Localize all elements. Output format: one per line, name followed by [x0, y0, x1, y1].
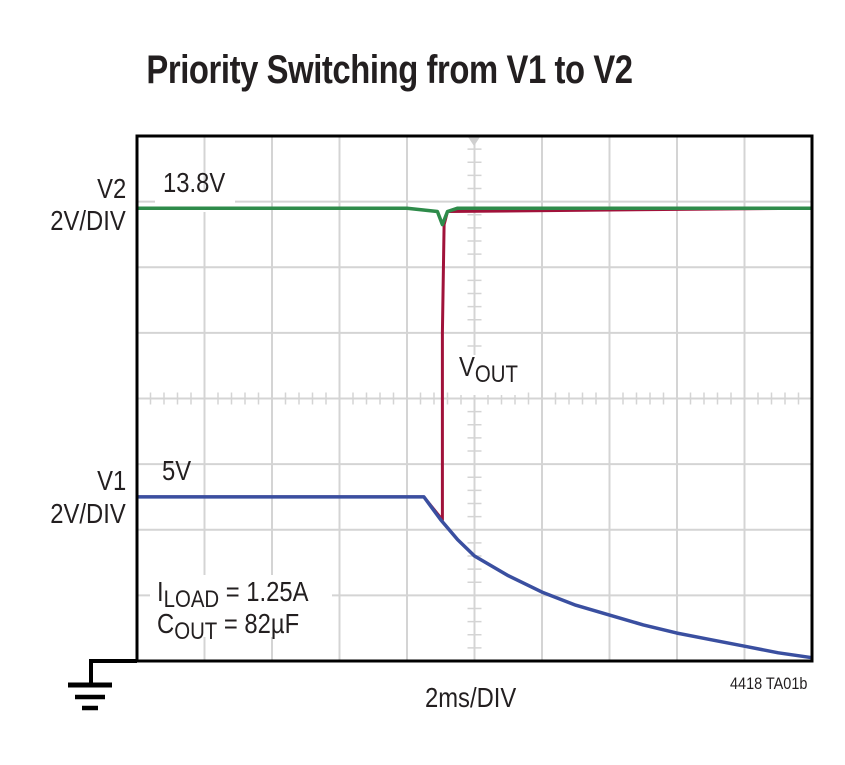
ground-icon — [68, 659, 137, 711]
iload-condition: ILOAD = 1.25A — [157, 576, 309, 614]
grid — [137, 136, 812, 661]
v2-scale-label: 2V/DIV — [50, 205, 126, 236]
v2-trace — [137, 206, 812, 227]
v1-level-label: 5V — [162, 455, 192, 486]
plot-frame — [135, 134, 814, 663]
v2-channel-label: V2 — [96, 173, 126, 204]
v1-channel-label: V1 — [96, 465, 126, 496]
x-axis-label: 2ms/DIV — [425, 682, 517, 713]
v1-trace — [137, 495, 813, 660]
trigger-marker-icon — [468, 137, 480, 146]
vout-trace-label: VOUT — [459, 351, 518, 389]
v2-level-label: 13.8V — [163, 167, 226, 198]
v1-scale-label: 2V/DIV — [50, 498, 126, 529]
cout-condition: COUT = 82µF — [157, 608, 300, 646]
figure-id: 4418 TA01b — [730, 674, 808, 693]
chart-title: Priority Switching from V1 to V2 — [146, 48, 633, 92]
